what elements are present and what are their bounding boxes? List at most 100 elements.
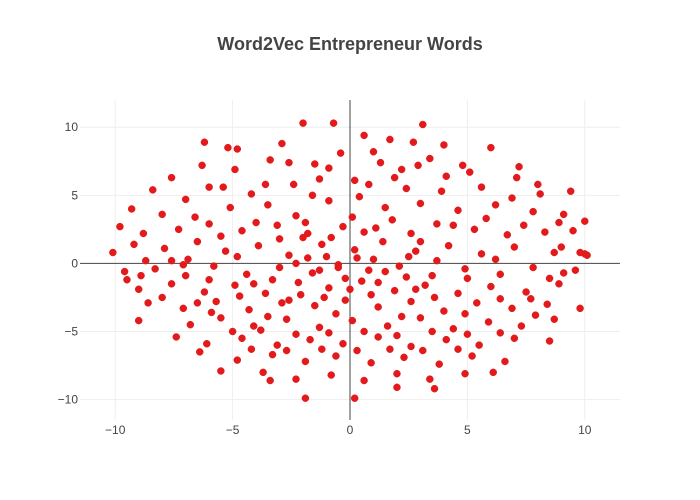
data-point[interactable]: [496, 295, 505, 303]
data-point[interactable]: [496, 329, 505, 337]
data-point[interactable]: [186, 320, 195, 329]
data-point[interactable]: [327, 371, 335, 379]
data-point[interactable]: [482, 214, 490, 223]
data-point[interactable]: [261, 180, 270, 189]
data-point[interactable]: [217, 232, 225, 240]
data-point[interactable]: [172, 333, 181, 341]
data-point[interactable]: [195, 348, 204, 356]
data-point[interactable]: [315, 175, 324, 183]
data-point[interactable]: [353, 254, 361, 262]
data-point[interactable]: [308, 191, 317, 200]
data-point[interactable]: [341, 274, 350, 283]
data-point[interactable]: [259, 368, 267, 377]
data-point[interactable]: [449, 325, 458, 333]
data-point[interactable]: [315, 266, 324, 274]
data-point[interactable]: [461, 369, 469, 378]
data-point[interactable]: [292, 330, 300, 338]
data-point[interactable]: [433, 220, 441, 228]
data-point[interactable]: [369, 255, 378, 264]
data-point[interactable]: [473, 299, 481, 307]
data-point[interactable]: [381, 267, 389, 276]
data-point[interactable]: [484, 318, 493, 326]
data-point[interactable]: [254, 241, 263, 250]
data-point[interactable]: [273, 341, 281, 349]
data-point[interactable]: [503, 231, 512, 239]
data-point[interactable]: [374, 278, 382, 287]
data-point[interactable]: [421, 281, 429, 289]
data-point[interactable]: [372, 224, 380, 232]
data-point[interactable]: [130, 240, 138, 249]
data-point[interactable]: [386, 345, 394, 353]
data-point[interactable]: [397, 312, 406, 321]
data-point[interactable]: [134, 316, 143, 325]
data-point[interactable]: [475, 341, 483, 349]
data-point[interactable]: [430, 293, 439, 302]
data-point[interactable]: [233, 145, 242, 153]
data-point[interactable]: [409, 138, 418, 146]
data-point[interactable]: [489, 368, 497, 377]
data-point[interactable]: [557, 243, 566, 251]
data-point[interactable]: [289, 180, 298, 189]
data-point[interactable]: [275, 235, 284, 243]
data-point[interactable]: [174, 225, 183, 234]
data-point[interactable]: [419, 346, 427, 355]
data-point[interactable]: [332, 352, 340, 360]
data-point[interactable]: [529, 263, 537, 272]
data-point[interactable]: [534, 180, 542, 189]
data-point[interactable]: [325, 164, 333, 172]
data-point[interactable]: [350, 394, 359, 402]
data-point[interactable]: [167, 256, 176, 265]
data-point[interactable]: [158, 293, 166, 302]
data-point[interactable]: [221, 247, 230, 255]
data-point[interactable]: [257, 326, 265, 334]
data-point[interactable]: [449, 221, 458, 230]
data-point[interactable]: [139, 229, 148, 238]
data-point[interactable]: [519, 221, 528, 230]
data-point[interactable]: [141, 256, 150, 265]
data-point[interactable]: [367, 359, 375, 367]
data-point[interactable]: [226, 203, 235, 212]
data-point[interactable]: [400, 353, 408, 362]
data-point[interactable]: [411, 285, 420, 294]
data-point[interactable]: [158, 210, 166, 219]
data-point[interactable]: [442, 172, 451, 181]
data-point[interactable]: [360, 327, 368, 336]
data-point[interactable]: [381, 203, 389, 212]
data-point[interactable]: [571, 266, 580, 274]
data-point[interactable]: [440, 141, 448, 149]
data-point[interactable]: [550, 248, 559, 257]
data-point[interactable]: [395, 262, 404, 270]
data-point[interactable]: [249, 280, 258, 288]
data-point[interactable]: [536, 190, 544, 198]
data-point[interactable]: [285, 251, 293, 259]
data-point[interactable]: [529, 207, 537, 216]
data-point[interactable]: [416, 237, 425, 246]
data-point[interactable]: [397, 165, 406, 174]
data-point[interactable]: [179, 261, 188, 269]
data-point[interactable]: [205, 220, 213, 228]
data-point[interactable]: [311, 160, 319, 168]
data-point[interactable]: [496, 270, 505, 279]
data-point[interactable]: [407, 297, 415, 306]
data-point[interactable]: [278, 139, 286, 148]
data-point[interactable]: [461, 265, 469, 273]
data-point[interactable]: [193, 299, 202, 307]
data-point[interactable]: [369, 147, 378, 156]
data-point[interactable]: [120, 267, 129, 276]
data-point[interactable]: [181, 195, 190, 204]
data-point[interactable]: [416, 314, 425, 322]
data-point[interactable]: [353, 346, 361, 355]
data-point[interactable]: [463, 274, 472, 283]
data-point[interactable]: [205, 275, 213, 284]
data-point[interactable]: [292, 211, 300, 220]
data-point[interactable]: [296, 290, 305, 299]
data-point[interactable]: [264, 312, 272, 321]
data-point[interactable]: [527, 295, 535, 303]
data-point[interactable]: [247, 190, 256, 198]
data-point[interactable]: [487, 282, 495, 291]
data-point[interactable]: [428, 271, 436, 280]
data-point[interactable]: [127, 205, 136, 213]
data-point[interactable]: [515, 162, 523, 171]
data-point[interactable]: [306, 335, 314, 344]
data-point[interactable]: [522, 288, 530, 296]
